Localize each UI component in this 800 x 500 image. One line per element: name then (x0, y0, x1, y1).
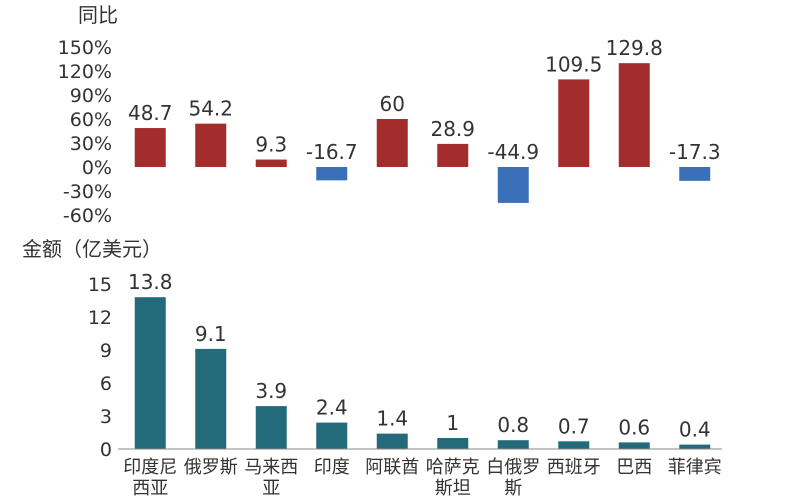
bottom-bars (134, 297, 711, 449)
top-y-tick-label: -60% (63, 205, 112, 227)
bottom-data-label: 13.8 (128, 270, 173, 294)
top-y-tick-label: 0% (82, 157, 112, 179)
bottom-y-tick-label: 3 (100, 406, 112, 428)
top-bar (558, 79, 590, 167)
top-data-label: 9.3 (255, 133, 287, 157)
bottom-data-labels: 13.8 9.1 3.9 2.4 1.4 1 0.8 0.7 0.6 0.4 (128, 270, 711, 441)
bottom-data-label: 0.6 (618, 415, 650, 439)
bottom-bar (558, 441, 590, 449)
bottom-y-axis-ticks: 0 3 6 9 12 15 (88, 274, 112, 461)
top-y-tick-label: 30% (70, 133, 112, 155)
x-category-label: 巴西 (616, 457, 652, 478)
top-data-label: 54.2 (188, 97, 233, 121)
bottom-data-label: 0.7 (558, 414, 590, 438)
bottom-data-label: 1 (446, 411, 459, 435)
x-category-label: 菲律宾 (668, 457, 722, 478)
top-y-tick-label: 90% (70, 85, 112, 107)
top-data-label: -16.7 (306, 140, 358, 164)
top-bar (497, 167, 529, 203)
top-bars (134, 63, 711, 203)
top-bar (195, 123, 227, 167)
x-category-label: 马来西亚 (244, 457, 298, 499)
top-data-label: 109.5 (545, 52, 602, 76)
bottom-data-label: 0.4 (679, 418, 711, 442)
top-data-label: -44.9 (487, 140, 539, 164)
top-bar (679, 167, 711, 181)
bottom-y-tick-label: 12 (88, 307, 112, 329)
bottom-bar (255, 406, 287, 449)
x-category-label: 阿联酋 (365, 457, 419, 478)
bottom-bar (316, 422, 348, 449)
bottom-y-axis-title: 金额（亿美元） (22, 237, 162, 261)
bottom-bar (679, 444, 711, 449)
top-bar (618, 63, 650, 167)
bottom-data-label: 1.4 (376, 407, 408, 431)
top-data-label: 129.8 (606, 36, 663, 60)
top-bar (255, 159, 287, 167)
bottom-y-tick-label: 6 (100, 373, 112, 395)
top-y-axis-title: 同比 (78, 3, 118, 27)
top-bar (376, 119, 408, 167)
bottom-bar (195, 348, 227, 449)
bottom-bar (376, 433, 408, 449)
bottom-bar (134, 297, 166, 449)
top-y-tick-label: 120% (58, 61, 112, 83)
bottom-y-tick-label: 0 (100, 439, 112, 461)
x-category-label: 印度尼西亚 (123, 457, 177, 499)
bottom-data-label: 9.1 (195, 322, 227, 346)
top-data-label: 28.9 (430, 117, 475, 141)
bottom-y-tick-label: 15 (88, 274, 112, 296)
bottom-bar (618, 442, 650, 449)
top-data-label: -17.3 (669, 140, 721, 164)
top-y-tick-label: 60% (70, 109, 112, 131)
bottom-bar (497, 440, 529, 449)
top-data-label: 48.7 (128, 101, 173, 125)
top-bar (437, 143, 469, 167)
bottom-bar (437, 438, 469, 449)
x-category-label: 哈萨克斯坦 (426, 457, 480, 499)
top-bar (134, 128, 166, 167)
top-y-axis-ticks: -60%-30%0%30%60%90%120%150% (58, 37, 112, 227)
x-category-label: 白俄罗斯 (486, 457, 540, 499)
top-bar (316, 167, 348, 181)
top-y-tick-label: -30% (63, 181, 112, 203)
x-category-label: 印度 (314, 457, 350, 478)
bottom-data-label: 3.9 (255, 379, 287, 403)
bottom-y-tick-label: 9 (100, 340, 112, 362)
bottom-data-label: 0.8 (497, 413, 529, 437)
x-category-label: 西班牙 (547, 457, 601, 478)
x-category-label: 俄罗斯 (184, 457, 238, 478)
top-y-tick-label: 150% (58, 37, 112, 59)
top-data-label: 60 (380, 92, 405, 116)
bottom-data-label: 2.4 (316, 396, 348, 420)
